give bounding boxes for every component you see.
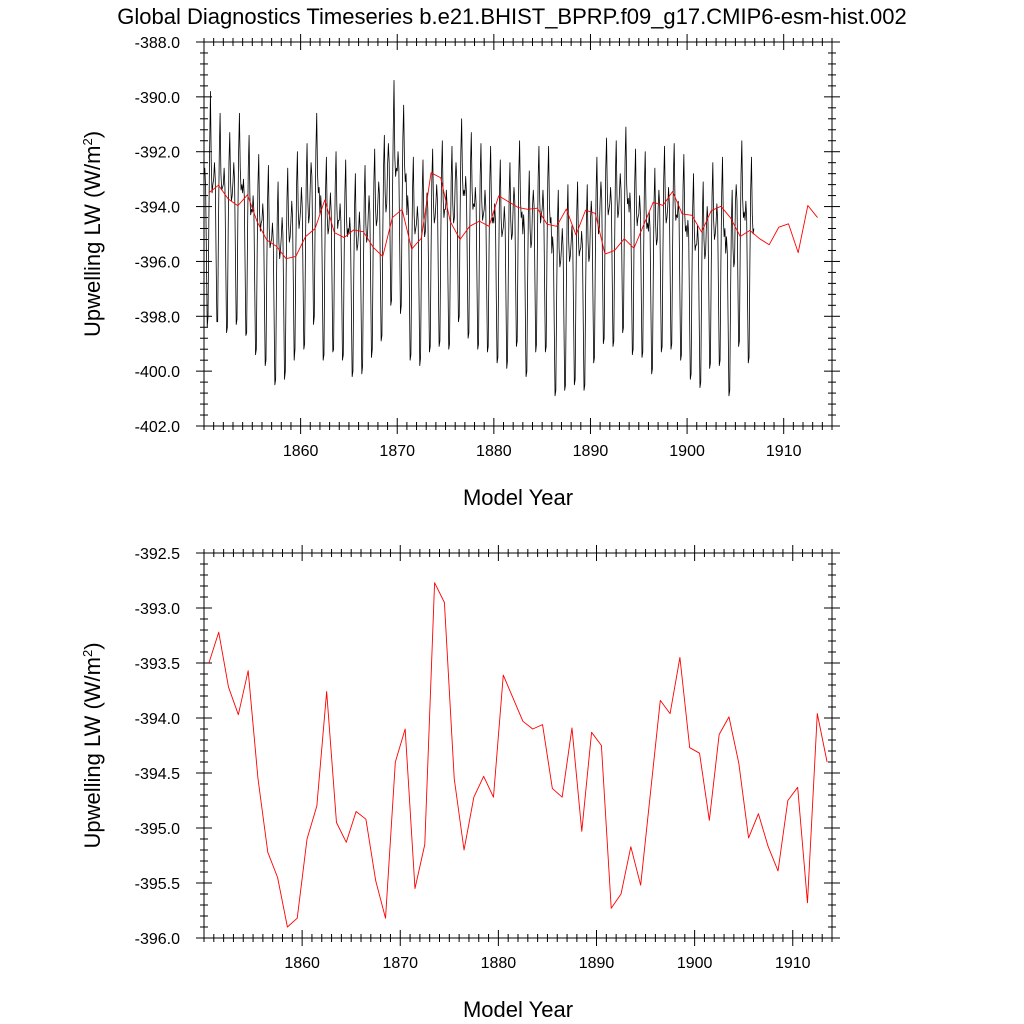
x-tick-label: 1880: [476, 443, 512, 460]
y-tick-label: -396.0: [135, 931, 180, 948]
figure-title: Global Diagnostics Timeseries b.e21.BHIS…: [117, 4, 907, 29]
y-tick-label: -392.5: [135, 546, 180, 563]
y-tick-label: -395.0: [135, 821, 180, 838]
y-axis-label: Upwelling LW (W/m2): [80, 131, 105, 337]
x-tick-label: 1910: [766, 443, 802, 460]
y-tick-label: -392.0: [135, 145, 180, 162]
series-line-monthly: [204, 80, 755, 397]
y-axis-label: Upwelling LW (W/m2): [80, 642, 105, 848]
y-tick-label: -400.0: [135, 364, 180, 381]
top-timeseries-panel: 1860 1870 1880 1890 1900 1910 -402.0 -400.0 -398…: [80, 34, 840, 510]
x-tick-label: 1860: [283, 443, 319, 460]
x-tick-label: 1890: [579, 955, 615, 972]
x-tick-label: 1890: [573, 443, 609, 460]
plot-frame: [203, 552, 833, 939]
x-axis-label: Model Year: [463, 997, 573, 1022]
y-axis-label-superscript: 2: [80, 138, 95, 145]
x-axis-label: Model Year: [463, 485, 573, 510]
series-line-annual: [208, 172, 818, 260]
x-tick-label: 1900: [669, 443, 705, 460]
y-tick-label: -394.5: [135, 766, 180, 783]
x-tick-label: 1870: [382, 955, 418, 972]
y-tick-label: -398.0: [135, 309, 180, 326]
y-axis-label-close: ): [80, 131, 105, 138]
y-tick-label: -396.0: [135, 254, 180, 271]
y-axis-label-superscript: 2: [80, 650, 95, 657]
plot-frame: [203, 41, 833, 427]
x-tick-label: 1900: [677, 955, 713, 972]
x-tick-label: 1860: [284, 955, 320, 972]
y-axis-label-text: Upwelling LW (W/m: [80, 146, 105, 338]
y-tick-label: -394.0: [135, 200, 180, 217]
y-tick-label: -388.0: [135, 35, 180, 52]
y-tick-label: -394.0: [135, 711, 180, 728]
y-axis-label-text: Upwelling LW (W/m: [80, 657, 105, 849]
y-tick-label: -393.5: [135, 656, 180, 673]
x-tick-label: 1880: [481, 955, 517, 972]
bottom-annual-panel: 1860 1870 1880 1890 1900 1910 -396.0 -395.5 -395…: [80, 545, 840, 1022]
y-axis-label-close: ): [80, 642, 105, 649]
y-tick-label: -395.5: [135, 876, 180, 893]
x-tick-label: 1910: [775, 955, 811, 972]
y-tick-label: -393.0: [135, 601, 180, 618]
y-tick-label: -402.0: [135, 419, 180, 436]
series-line-annual: [208, 582, 828, 928]
x-tick-label: 1870: [379, 443, 415, 460]
y-tick-label: -390.0: [135, 90, 180, 107]
